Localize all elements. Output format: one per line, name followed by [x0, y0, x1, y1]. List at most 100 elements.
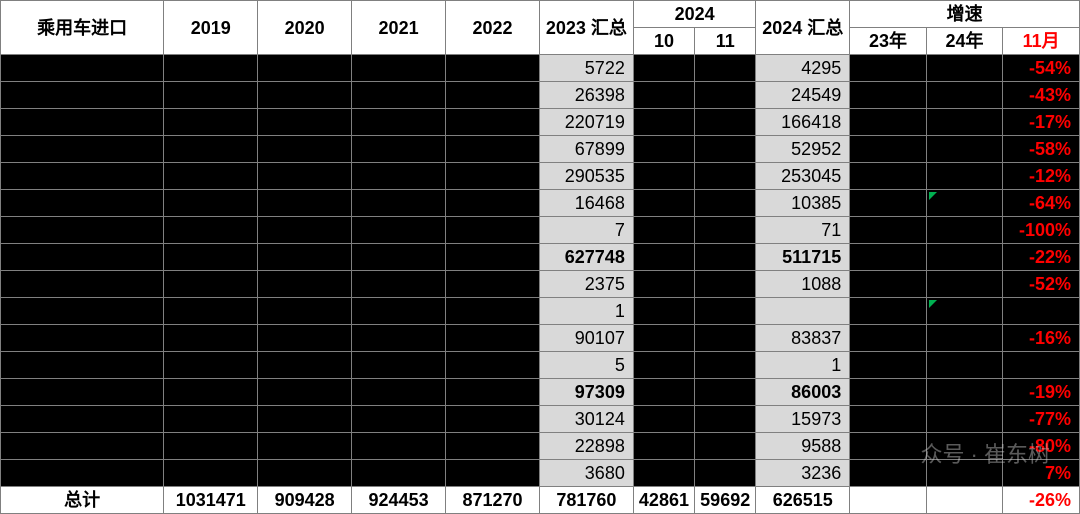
hidden-cell: [633, 190, 694, 217]
cell-sum2024: 15973: [756, 406, 850, 433]
growth-23-cell: [850, 433, 927, 460]
header-m10: 10: [633, 28, 694, 55]
header-2021: 2021: [352, 1, 446, 55]
hidden-cell: [352, 55, 446, 82]
hidden-cell: [695, 190, 756, 217]
cell-sum2023: 627748: [539, 244, 633, 271]
hidden-cell: [1, 190, 164, 217]
table-row: 290535253045-12%: [1, 163, 1080, 190]
cell-sum2023: 220719: [539, 109, 633, 136]
total-2019: 1031471: [164, 487, 258, 514]
hidden-cell: [1, 82, 164, 109]
hidden-cell: [164, 460, 258, 487]
hidden-cell: [446, 190, 540, 217]
table-row: 771-100%: [1, 217, 1080, 244]
cell-gNov: 7%: [1003, 460, 1080, 487]
hidden-cell: [446, 55, 540, 82]
cell-sum2023: 2375: [539, 271, 633, 298]
table-row: 2639824549-43%: [1, 82, 1080, 109]
cell-gNov: -19%: [1003, 379, 1080, 406]
growth-23-cell: [850, 406, 927, 433]
hidden-cell: [352, 136, 446, 163]
total-2021: 924453: [352, 487, 446, 514]
growth-23-cell: [850, 55, 927, 82]
cell-sum2023: 26398: [539, 82, 633, 109]
hidden-cell: [695, 271, 756, 298]
table-row: 9730986003-19%: [1, 379, 1080, 406]
hidden-cell: [258, 217, 352, 244]
cell-sum2023: 16468: [539, 190, 633, 217]
cell-gNov: -77%: [1003, 406, 1080, 433]
hidden-cell: [633, 244, 694, 271]
hidden-cell: [258, 379, 352, 406]
hidden-cell: [446, 325, 540, 352]
hidden-cell: [164, 136, 258, 163]
table-row: 1: [1, 298, 1080, 325]
hidden-cell: [446, 433, 540, 460]
table-row: 57224295-54%: [1, 55, 1080, 82]
cell-sum2023: 90107: [539, 325, 633, 352]
growth-24-cell: [926, 298, 1003, 325]
hidden-cell: [633, 298, 694, 325]
hidden-cell: [695, 55, 756, 82]
hidden-cell: [258, 244, 352, 271]
hidden-cell: [446, 406, 540, 433]
table-row: 627748511715-22%: [1, 244, 1080, 271]
cell-sum2023: 5: [539, 352, 633, 379]
hidden-cell: [164, 82, 258, 109]
hidden-cell: [633, 217, 694, 244]
header-2024: 2024: [633, 1, 755, 28]
growth-24-cell: [926, 271, 1003, 298]
hidden-cell: [446, 460, 540, 487]
hidden-cell: [695, 379, 756, 406]
hidden-cell: [352, 163, 446, 190]
hidden-cell: [446, 244, 540, 271]
header-gNov: 11月: [1003, 28, 1080, 55]
import-table: 乘用车进口 2019 2020 2021 2022 2023 汇总 2024 2…: [0, 0, 1080, 514]
hidden-cell: [633, 406, 694, 433]
hidden-cell: [695, 352, 756, 379]
hidden-cell: [633, 325, 694, 352]
hidden-cell: [446, 217, 540, 244]
hidden-cell: [258, 136, 352, 163]
hidden-cell: [352, 352, 446, 379]
hidden-cell: [164, 109, 258, 136]
hidden-cell: [1, 406, 164, 433]
header-g24: 24年: [926, 28, 1003, 55]
cell-sum2024: 511715: [756, 244, 850, 271]
hidden-cell: [164, 217, 258, 244]
cell-sum2024: 10385: [756, 190, 850, 217]
hidden-cell: [446, 271, 540, 298]
cell-sum2024: 86003: [756, 379, 850, 406]
growth-24-cell: [926, 460, 1003, 487]
hidden-cell: [164, 244, 258, 271]
total-row: 总计 1031471 909428 924453 871270 781760 4…: [1, 487, 1080, 514]
hidden-cell: [633, 379, 694, 406]
hidden-cell: [695, 460, 756, 487]
hidden-cell: [352, 298, 446, 325]
hidden-cell: [258, 325, 352, 352]
hidden-cell: [695, 163, 756, 190]
hidden-cell: [164, 325, 258, 352]
hidden-cell: [1, 244, 164, 271]
table-row: 228989588-80%: [1, 433, 1080, 460]
hidden-cell: [164, 163, 258, 190]
hidden-cell: [352, 406, 446, 433]
table-row: 23751088-52%: [1, 271, 1080, 298]
hidden-cell: [164, 271, 258, 298]
header-g23: 23年: [850, 28, 927, 55]
total-gNov: -26%: [1003, 487, 1080, 514]
growth-24-cell: [926, 136, 1003, 163]
hidden-cell: [258, 109, 352, 136]
growth-24-cell: [926, 325, 1003, 352]
total-g23: [850, 487, 927, 514]
growth-23-cell: [850, 460, 927, 487]
cell-gNov: -12%: [1003, 163, 1080, 190]
cell-gNov: -80%: [1003, 433, 1080, 460]
hidden-cell: [258, 433, 352, 460]
growth-23-cell: [850, 82, 927, 109]
growth-24-cell: [926, 109, 1003, 136]
growth-24-cell: [926, 406, 1003, 433]
hidden-cell: [258, 190, 352, 217]
hidden-cell: [695, 82, 756, 109]
